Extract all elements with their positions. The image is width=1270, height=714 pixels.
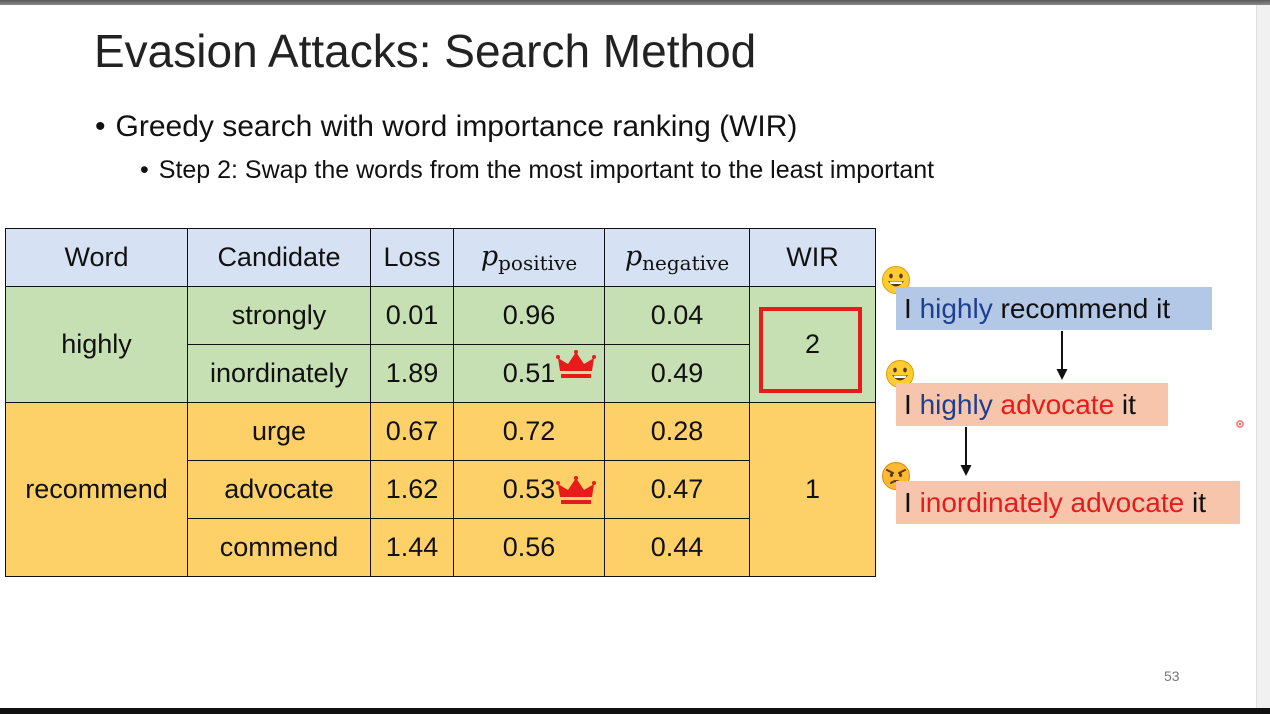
candidate-cell: strongly: [187, 286, 371, 345]
header-candidate: Candidate: [187, 228, 371, 287]
window-top-bar: [0, 0, 1270, 5]
window-bottom-bar: [0, 708, 1270, 714]
candidate-cell: advocate: [187, 460, 371, 519]
p-positive-value: 0.53: [502, 474, 556, 504]
table-row: recommend urge 0.67 0.72 0.28 1: [5, 402, 876, 577]
p-positive-cell: 0.96: [453, 286, 605, 345]
crown-icon: [556, 350, 596, 378]
candidate-cell: commend: [187, 518, 371, 577]
p-negative-cell: 0.44: [604, 518, 750, 577]
loss-cell: 1.44: [370, 518, 454, 577]
crown-icon: [556, 476, 596, 504]
sentence-text: I: [904, 487, 920, 518]
p-negative-subscript: negative: [642, 250, 730, 275]
page-number: 53: [1164, 668, 1180, 684]
sentence-text: [993, 389, 1001, 420]
p-symbol: p: [480, 240, 499, 272]
sentence-target-word: highly: [919, 389, 993, 420]
p-negative-cell: 0.28: [604, 402, 750, 461]
sentence-text: I: [904, 293, 920, 324]
wir-cell: 2: [749, 286, 876, 403]
sentence-text: it: [1114, 389, 1136, 420]
p-positive-cell: 0.72: [453, 402, 605, 461]
sub-bullet-text: Step 2: Swap the words from the most imp…: [158, 156, 935, 184]
loss-cell: 1.62: [370, 460, 454, 519]
header-p-positive: ppositive: [453, 228, 605, 287]
header-loss: Loss: [370, 228, 454, 287]
table-row: highly strongly 0.01 0.96 0.04 2: [5, 286, 876, 403]
sentence-swapped-word: inordinately advocate: [919, 487, 1185, 518]
p-positive-subscript: positive: [498, 250, 578, 275]
p-positive-value: 0.51: [502, 358, 556, 388]
sentence-target-word: highly: [919, 293, 993, 324]
bullet-text: Greedy search with word importance ranki…: [115, 110, 798, 143]
grinning-face-icon: [886, 360, 914, 388]
p-positive-cell: 0.51: [453, 344, 605, 403]
sub-bullet-point: • Step 2: Swap the words from the most im…: [140, 156, 934, 185]
wir-table: Word Candidate Loss ppositive pnegative …: [5, 228, 876, 577]
p-negative-cell: 0.47: [604, 460, 750, 519]
down-arrow-icon: [1056, 331, 1068, 380]
header-word: Word: [5, 228, 188, 287]
p-symbol: p: [624, 240, 643, 272]
wir-cell: 1: [749, 402, 876, 577]
word-cell: highly: [5, 286, 188, 403]
candidate-cell: urge: [187, 402, 371, 461]
candidate-cell: inordinately: [187, 344, 371, 403]
bullet-dot: •: [95, 110, 106, 143]
bullet-point: • Greedy search with word importance rank…: [95, 110, 797, 144]
p-negative-cell: 0.49: [604, 344, 750, 403]
loss-cell: 0.01: [370, 286, 454, 345]
sentence-step-2: I inordinately advocate it: [896, 481, 1240, 524]
bullet-dot: •: [140, 156, 149, 184]
grinning-face-icon: [882, 266, 910, 294]
down-arrow-icon: [960, 427, 972, 476]
scrollbar-track[interactable]: [1256, 5, 1270, 708]
sentence-step-1: I highly advocate it: [896, 383, 1168, 426]
p-negative-cell: 0.04: [604, 286, 750, 345]
sentence-text: it: [1184, 487, 1206, 518]
header-wir: WIR: [749, 228, 876, 287]
table-header-row: Word Candidate Loss ppositive pnegative …: [5, 228, 876, 287]
p-positive-cell: 0.56: [453, 518, 605, 577]
slide-title: Evasion Attacks: Search Method: [94, 25, 757, 77]
header-p-negative: pnegative: [604, 228, 750, 287]
word-cell: recommend: [5, 402, 188, 577]
loss-cell: 0.67: [370, 402, 454, 461]
loss-cell: 1.89: [370, 344, 454, 403]
wir-highlight-box: [759, 307, 862, 393]
p-positive-cell: 0.53: [453, 460, 605, 519]
sentence-swapped-word: advocate: [1000, 389, 1115, 420]
sentence-original: I highly recommend it: [896, 287, 1212, 330]
laser-pointer: [1236, 420, 1244, 428]
sentence-text: recommend it: [992, 293, 1171, 324]
sentence-text: I: [904, 389, 920, 420]
